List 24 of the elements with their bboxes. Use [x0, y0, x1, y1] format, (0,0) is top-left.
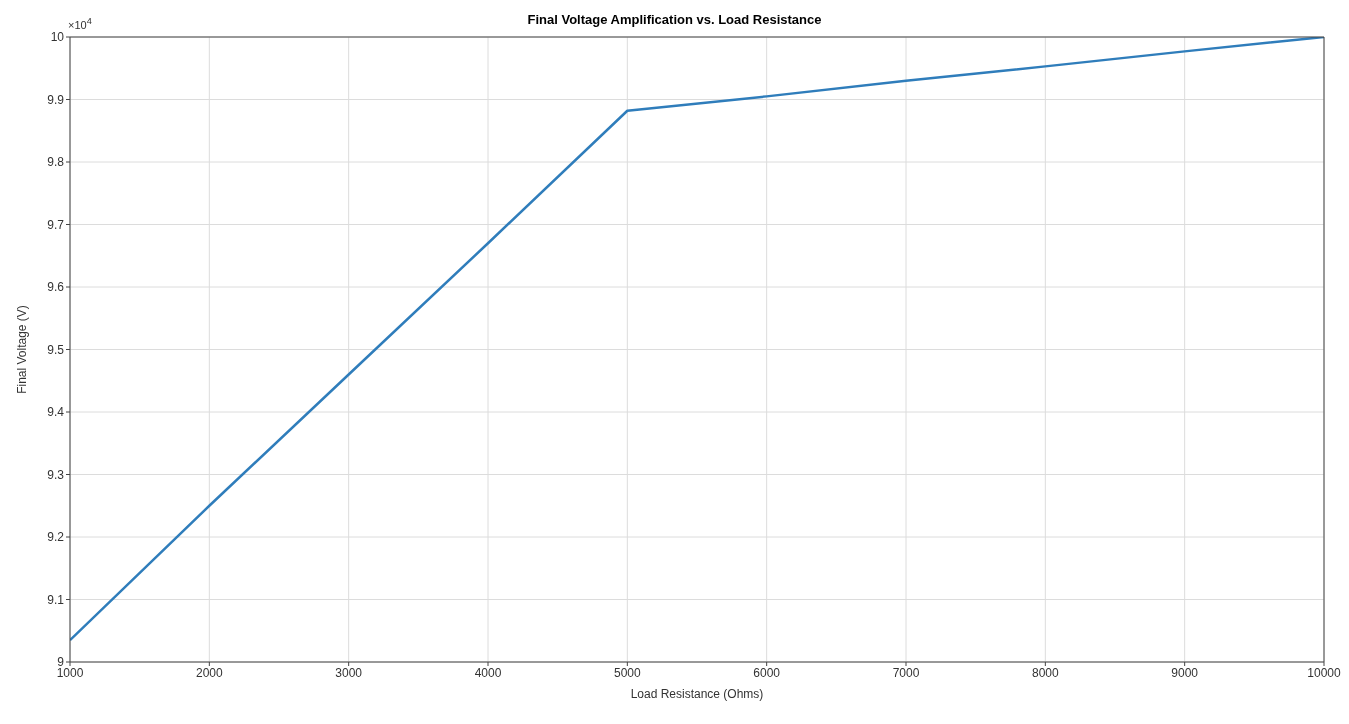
- y-tick-label: 9.4: [47, 405, 65, 420]
- x-tick-label: 4000: [474, 665, 502, 680]
- x-tick-label: 9000: [1171, 665, 1199, 680]
- x-tick-label: 5000: [613, 665, 641, 680]
- y-axis-title: Final Voltage (V): [15, 305, 30, 394]
- x-tick-label: 7000: [892, 665, 920, 680]
- y-tick-label: 9.3: [47, 467, 65, 482]
- x-tick-label: 8000: [1031, 665, 1059, 680]
- x-tick-label: 6000: [753, 665, 781, 680]
- y-tick-label: 9.2: [47, 530, 65, 545]
- x-tick-label: 2000: [195, 665, 223, 680]
- y-tick-label: 10: [50, 30, 65, 45]
- y-tick-label: 9.6: [47, 280, 65, 295]
- y-tick-label: 9.1: [47, 592, 65, 607]
- x-tick-label: 1000: [56, 665, 84, 680]
- x-axis-title: Load Resistance (Ohms): [630, 687, 764, 701]
- text: ×10$^{4}$: [68, 16, 92, 31]
- chart-title: Final Voltage Amplification vs. Load Resistance: [527, 12, 822, 27]
- y-tick-label: 9.8: [47, 155, 65, 170]
- y-tick-label: 9.9: [47, 92, 65, 107]
- y-tick-label: 9.7: [47, 217, 65, 232]
- y-tick-label: 9.5: [47, 342, 65, 357]
- x-tick-label: 10000: [1307, 665, 1342, 680]
- x-tick-label: 3000: [335, 665, 363, 680]
